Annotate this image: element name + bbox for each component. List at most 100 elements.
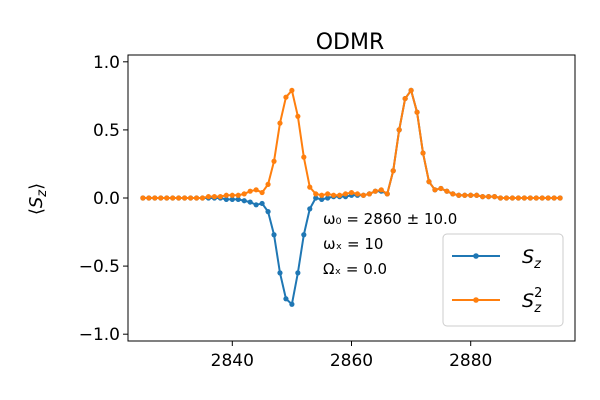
series-sz2-point [301, 154, 307, 160]
annotation-omegax: ωₓ = 10 [323, 235, 383, 253]
series-sz2-point [408, 87, 414, 94]
series-sz2-point [372, 188, 378, 194]
series-sz-point [295, 270, 301, 276]
y-tick-label: −0.5 [79, 257, 120, 277]
axis-ticks: 2840 2860 2880 1.0 0.5 0.0 −0.5 −1.0 [79, 53, 493, 371]
series-sz2-point [176, 195, 182, 201]
series-sz2-point [289, 87, 295, 94]
series-sz2-point [444, 188, 450, 194]
legend-label-sz2: S2 z [522, 286, 542, 316]
series-sz2-point [474, 192, 480, 198]
series-sz2-point [450, 191, 456, 197]
series-sz2-point [336, 192, 343, 198]
series-sz-point [247, 199, 253, 205]
series-layer [140, 87, 563, 307]
chart-title: ODMR [316, 30, 385, 55]
series-sz-point [229, 196, 235, 202]
series-sz2-point [521, 195, 527, 201]
series-sz2-point [545, 195, 551, 201]
series-sz2-point [384, 191, 390, 197]
series-sz2-point [360, 192, 367, 198]
series-sz-point [235, 196, 241, 202]
series-sz2-point [414, 109, 420, 115]
series-sz2-point [426, 179, 432, 185]
series-sz2-point [420, 150, 426, 156]
series-sz-point [259, 200, 265, 207]
y-axis-label: ⟨Sz⟩ [26, 183, 50, 215]
series-sz2-point [182, 195, 188, 201]
series-sz-point [271, 232, 277, 238]
series-sz2-point [354, 191, 361, 197]
series-sz2-point [259, 189, 265, 196]
series-sz2-point [146, 195, 152, 201]
series-sz2-point [313, 191, 319, 197]
series-sz2-point [253, 187, 259, 193]
series-sz2-point [468, 192, 474, 198]
series-sz2-point [551, 195, 557, 201]
legend-label-sz: Sz [522, 246, 542, 272]
y-tick-label: 1.0 [93, 53, 120, 73]
annotation-omega0: ω₀ = 2860 ± 10.0 [323, 210, 457, 228]
series-sz2-point [158, 195, 164, 201]
series-sz2-point [247, 188, 253, 194]
series-sz-point [265, 209, 271, 215]
series-sz-point [325, 195, 331, 201]
series-sz2-point [265, 181, 271, 187]
series-sz2-point [533, 195, 539, 201]
series-sz2-point [539, 195, 545, 201]
series-sz2-point [432, 187, 438, 193]
series-sz2-point [366, 191, 372, 197]
series-sz2-point [485, 194, 492, 200]
series-sz-point [313, 195, 319, 201]
series-sz2-point [396, 127, 402, 133]
series-sz2-point [187, 195, 194, 201]
series-sz2-point [295, 113, 301, 119]
series-sz2-point [170, 195, 176, 201]
series-sz2-point [527, 195, 533, 201]
series-sz2-point [164, 195, 170, 201]
legend: Sz S2 z [442, 233, 564, 327]
series-sz2-point [193, 195, 200, 201]
series-sz2-point [211, 194, 218, 200]
series-sz2-point [235, 192, 241, 198]
series-sz2-point [515, 195, 521, 201]
annotation-block: ω₀ = 2860 ± 10.0 ωₓ = 10 Ωₓ = 0.0 [323, 210, 457, 278]
series-sz2-point [325, 191, 331, 197]
series-sz2-point [557, 195, 563, 201]
series-sz2-point [390, 168, 396, 174]
legend-marker-sz2 [473, 297, 479, 303]
series-sz2-point [140, 195, 146, 201]
series-sz2-point [217, 194, 223, 200]
series-sz2-point [199, 195, 206, 201]
series-sz-point [319, 196, 325, 202]
series-sz2-point [342, 191, 349, 197]
series-sz2-point [497, 195, 504, 201]
series-sz2-point [480, 194, 486, 200]
y-tick-label: −1.0 [79, 325, 120, 345]
series-sz2-point [319, 192, 325, 198]
annotation-Omegax: Ωₓ = 0.0 [323, 260, 387, 278]
y-tick-label: 0.0 [93, 189, 120, 209]
series-sz-point [301, 232, 307, 238]
series-sz2-point [277, 120, 283, 126]
series-sz-point [289, 301, 295, 307]
series-sz2-point [152, 195, 158, 201]
series-sz2-point [348, 189, 355, 196]
series-sz2-point [438, 185, 444, 192]
series-sz-point [283, 296, 289, 302]
x-tick-label: 2840 [211, 351, 254, 371]
series-sz2-point [205, 194, 212, 200]
series-sz2-point [378, 187, 384, 193]
series-sz2-point [307, 184, 313, 190]
series-sz2-point [229, 192, 235, 198]
series-sz2-point [503, 195, 510, 201]
series-sz-point [253, 202, 259, 208]
series-sz2-point [509, 195, 516, 201]
series-sz2-point [456, 192, 462, 198]
legend-box [442, 233, 564, 327]
series-sz2-line [142, 89, 561, 199]
series-sz2-point [223, 192, 229, 198]
series-sz2-point [331, 192, 337, 198]
series-sz2-point [271, 158, 277, 164]
